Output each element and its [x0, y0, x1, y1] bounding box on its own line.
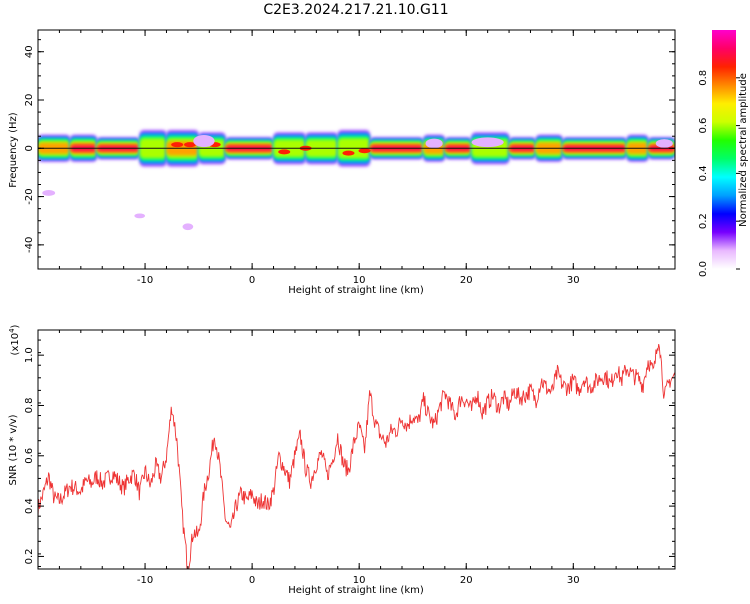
heatmap-hot-spot [171, 142, 184, 148]
x-tick-label: 20 [460, 575, 473, 586]
x-tick-label: 0 [249, 275, 255, 286]
colorbar-tick-label: 0.6 [698, 118, 709, 134]
snr-x-label: Height of straight line (km) [288, 585, 424, 596]
y-tick-label: 0 [24, 145, 35, 151]
heatmap-blob [182, 223, 194, 231]
x-tick-label: 30 [567, 275, 580, 286]
heatmap-hot-spot [278, 149, 291, 155]
heatmap-panel: -10 0 10 20 30 -40 -20 0 20 40 Height of straigh… [8, 29, 676, 296]
y-tick-label: 40 [24, 45, 35, 58]
y-tick-label: -20 [24, 188, 35, 204]
snr-y-axis: 0.2 0.4 0.6 0.8 1.0 [24, 339, 675, 567]
x-tick-label: 30 [567, 575, 580, 586]
heatmap-blob [193, 135, 215, 148]
snr-multiplier-exponent: 4 [8, 328, 16, 333]
chart-title: C2E3.2024.217.21.10.G11 [263, 2, 448, 18]
heatmap-blob [425, 138, 443, 149]
heatmap-x-axis: -10 0 10 20 30 [37, 30, 660, 286]
snr-multiplier-base: (x10 [10, 333, 21, 356]
x-tick-label: 10 [353, 275, 366, 286]
snr-y-tick-label: 0.8 [24, 398, 35, 414]
snr-y-tick-label: 0.4 [24, 498, 35, 514]
snr-y-tick-label: 0.2 [24, 548, 35, 564]
colorbar-tick-label: 0.0 [698, 261, 709, 277]
snr-panel: -10 0 10 20 30 0.2 0.4 0.6 0.8 1.0 Height of str… [8, 324, 676, 596]
snr-y-tick-label: 1.0 [24, 347, 35, 363]
colorbar-label: Normalized spectral amplitude [738, 73, 749, 227]
colorbar-tick-label: 0.2 [698, 213, 709, 229]
heatmap-hot-spot [358, 148, 371, 154]
colorbar-tick-label: 0.4 [698, 165, 709, 181]
snr-y-label: SNR (10 * v/v) [8, 414, 19, 485]
heatmap-hot-spot [342, 150, 355, 156]
snr-x-axis: -10 0 10 20 30 [37, 330, 660, 586]
snr-layer [38, 344, 675, 569]
heatmap-blob [42, 190, 56, 196]
x-tick-label: 10 [353, 575, 366, 586]
heatmap-layer [38, 129, 675, 231]
snr-frame [37, 329, 676, 570]
y-tick-label: 20 [24, 94, 35, 107]
x-tick-label: 20 [460, 275, 473, 286]
heatmap-blob [471, 137, 504, 148]
heatmap-y-label: Frequency (Hz) [8, 112, 19, 188]
colorbar-gradient [712, 30, 736, 269]
colorbar: 0.0 0.2 0.4 0.6 0.8 Normalized spectral ampl… [698, 30, 749, 277]
snr-y-multiplier: (x104) [8, 324, 21, 355]
snr-multiplier-close: ) [10, 324, 21, 328]
snr-series-line [38, 344, 675, 569]
x-tick-label: -10 [137, 275, 153, 286]
heatmap-blob [134, 213, 146, 219]
colorbar-tick-label: 0.8 [698, 70, 709, 86]
snr-y-tick-label: 0.6 [24, 448, 35, 464]
x-tick-label: 0 [249, 575, 255, 586]
heatmap-frame [37, 29, 676, 270]
heatmap-hot-spot [184, 142, 197, 148]
y-tick-label: -40 [24, 237, 35, 253]
colorbar-ticks: 0.0 0.2 0.4 0.6 0.8 [698, 70, 740, 277]
heatmap-blob [655, 139, 673, 148]
heatmap-y-axis: -40 -20 0 20 40 [24, 39, 675, 270]
x-tick-label: -10 [137, 575, 153, 586]
heatmap-x-label: Height of straight line (km) [288, 285, 424, 296]
